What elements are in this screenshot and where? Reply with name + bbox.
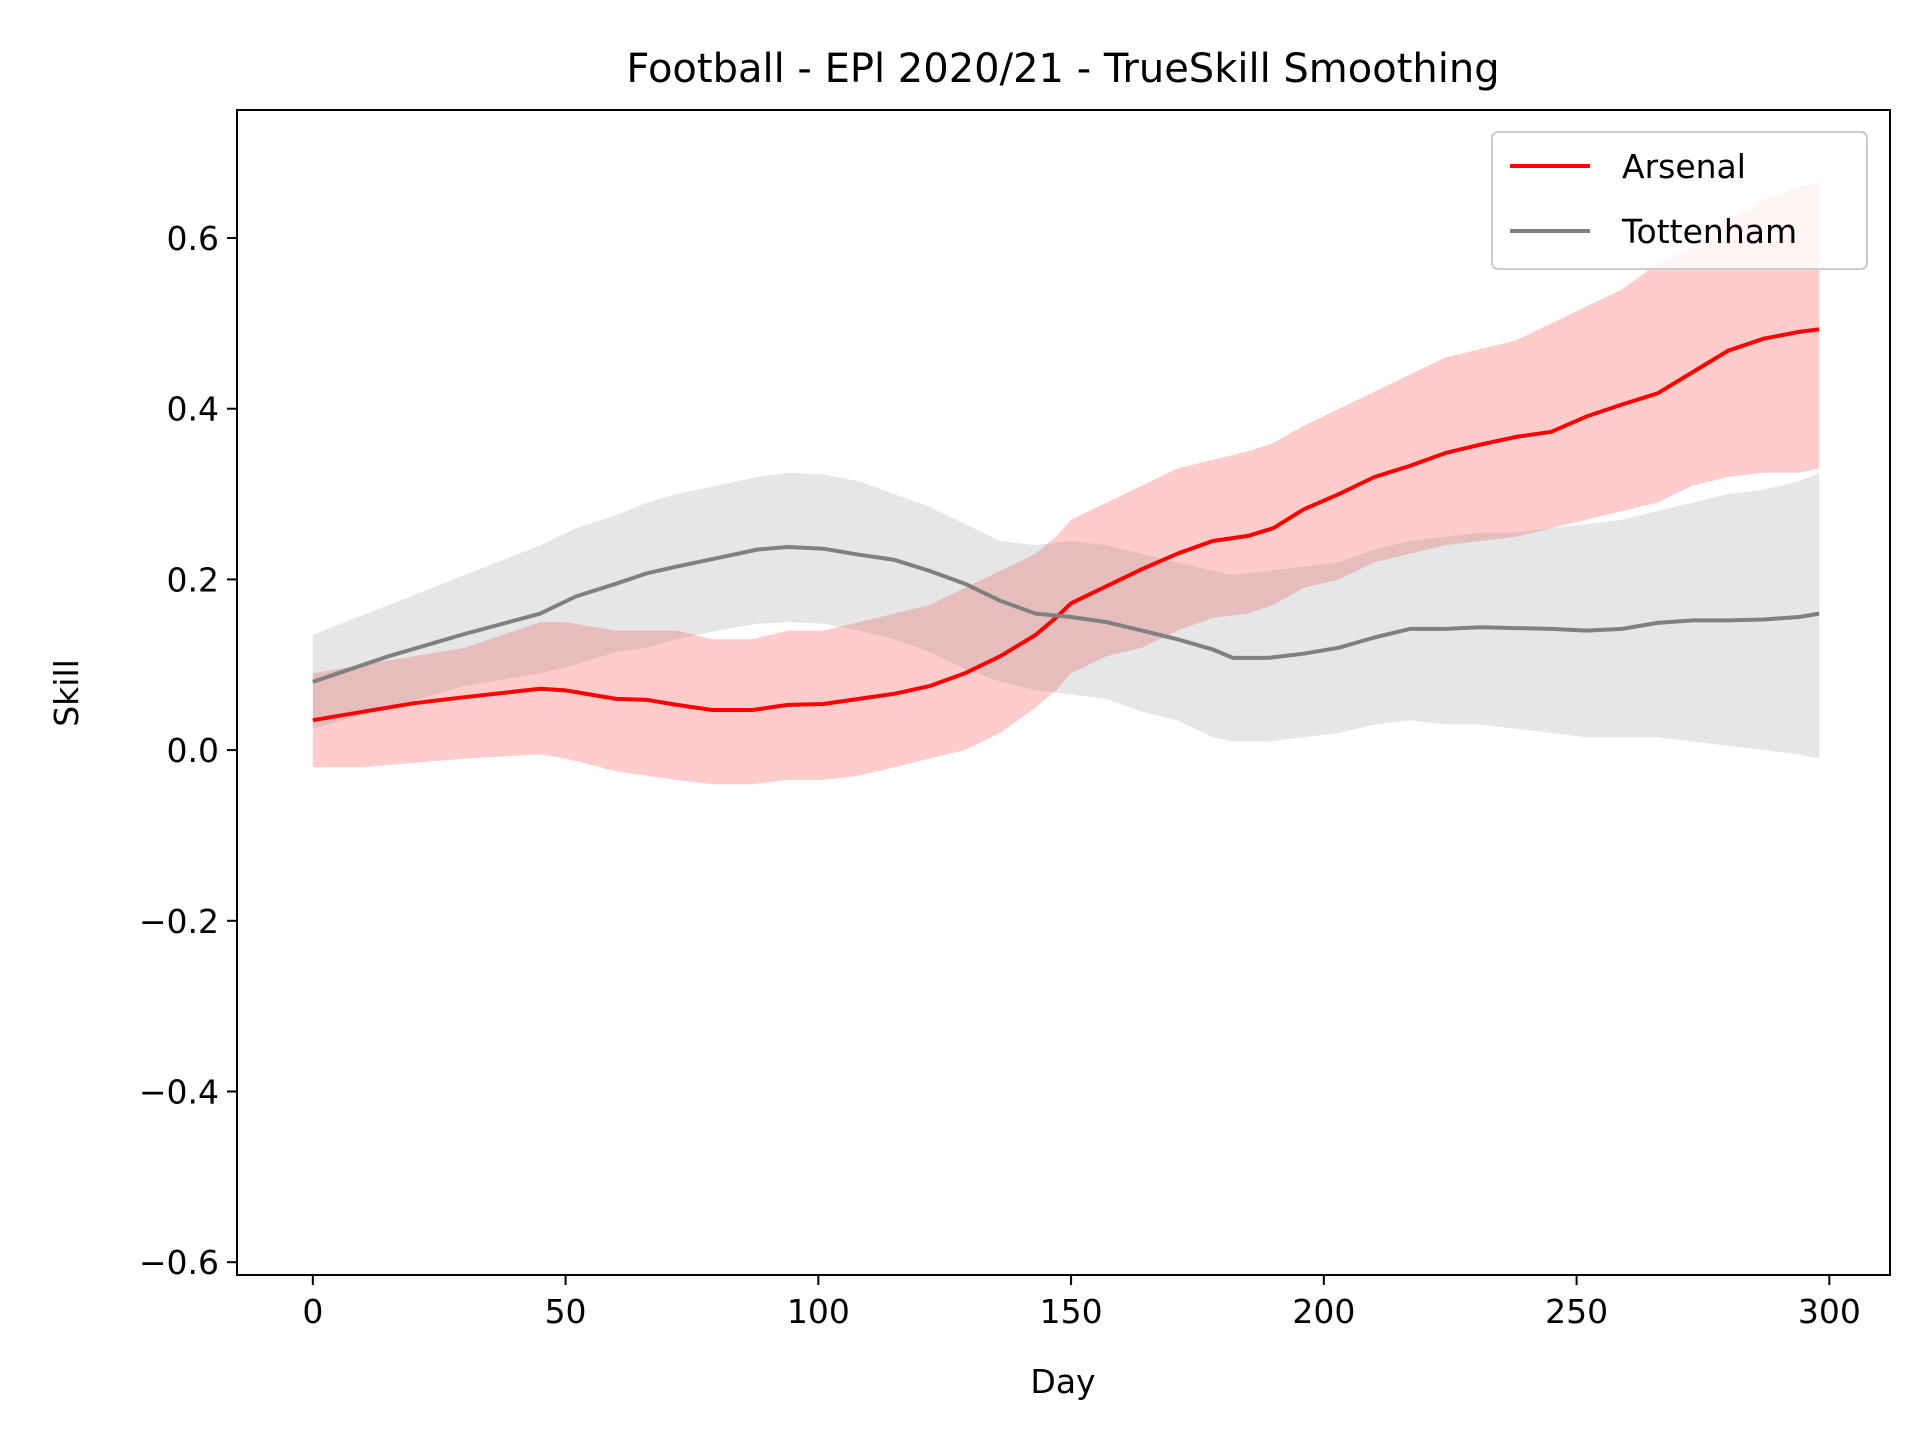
y-tick-label: 0.2 [167, 560, 219, 599]
y-axis-label: Skill [47, 659, 86, 727]
arsenal-line [312, 327, 1820, 723]
y-tick-label: −0.6 [139, 1243, 219, 1282]
chart-title: Football - EPl 2020/21 - TrueSkill Smoot… [626, 46, 1499, 92]
x-tick-label: 150 [1040, 1292, 1103, 1331]
y-tick-label: −0.4 [139, 1073, 219, 1112]
x-tick-label: 100 [787, 1292, 850, 1331]
tottenham-line [312, 545, 1820, 684]
y-tick-label: 0.6 [167, 219, 219, 258]
y-tick-label: 0.0 [167, 731, 219, 770]
x-axis-ticks: 0 50 100 150 200 250 300 [302, 1275, 1861, 1331]
y-tick-label: −0.2 [139, 902, 219, 941]
legend-label-tottenham: Tottenham [1621, 212, 1797, 251]
confidence-bands [312, 182, 1820, 785]
x-tick-label: 250 [1545, 1292, 1608, 1331]
series-lines [312, 327, 1820, 723]
plot-frame [236, 109, 1891, 1276]
x-tick-label: 200 [1292, 1292, 1355, 1331]
y-axis-ticks: −0.6 −0.4 −0.2 0.0 0.2 0.4 0.6 [139, 219, 237, 1282]
x-tick-label: 300 [1798, 1292, 1861, 1331]
arsenal-band [312, 182, 1820, 785]
x-tick-label: 50 [545, 1292, 587, 1331]
x-axis-label: Day [1030, 1362, 1095, 1401]
x-tick-label: 0 [302, 1292, 323, 1331]
legend-label-arsenal: Arsenal [1622, 147, 1746, 186]
y-tick-label: 0.4 [167, 390, 219, 429]
legend: Arsenal Tottenham [1491, 131, 1868, 270]
